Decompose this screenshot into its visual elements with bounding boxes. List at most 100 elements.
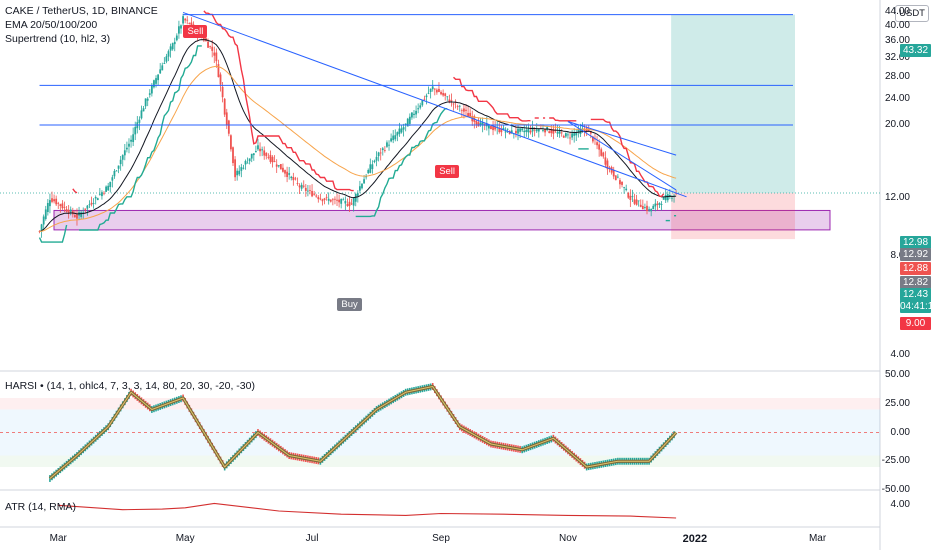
candle-body: [230, 135, 232, 150]
candle-body: [400, 128, 403, 133]
candle-body: [275, 164, 278, 167]
candle-body: [517, 128, 519, 134]
candle-body: [390, 138, 393, 142]
candle-body: [614, 175, 617, 181]
candle-body: [535, 129, 538, 132]
candle-body: [123, 150, 126, 156]
candle-body: [377, 152, 380, 157]
ema-legend[interactable]: EMA 20/50/100/200: [5, 19, 98, 31]
price-tick-label: 44.00: [884, 6, 910, 18]
candle-body: [101, 192, 103, 197]
candle-body: [128, 143, 130, 147]
candle-body: [65, 209, 68, 212]
candle-body: [221, 86, 224, 98]
candle-body: [623, 187, 626, 189]
supertrend-legend[interactable]: Supertrend (10, hl2, 3): [5, 33, 111, 45]
candle-body: [612, 169, 615, 177]
candle-body: [500, 129, 503, 133]
price-badge: 43.32: [900, 44, 931, 57]
candle-body: [406, 118, 409, 127]
candle-body: [627, 192, 630, 198]
candle-body: [398, 128, 401, 134]
candle-body: [639, 204, 642, 207]
price-tick-label: 28.00: [884, 70, 910, 82]
atr-legend[interactable]: ATR (14, RMA): [5, 501, 76, 513]
candle-body: [98, 193, 101, 195]
harsi-tick-label: -25.00: [881, 455, 910, 467]
candle-body: [435, 89, 438, 93]
signal-label[interactable]: Sell: [183, 25, 208, 38]
candle-body: [284, 170, 286, 174]
atr-pane: [58, 502, 677, 519]
ema-20-line: [39, 39, 677, 232]
candle-body: [558, 130, 561, 134]
candle-body: [334, 198, 336, 200]
candle-body: [383, 150, 386, 151]
candle-body: [371, 164, 374, 170]
candle-body: [602, 152, 605, 157]
candle-body: [589, 131, 592, 134]
candle-body: [242, 167, 245, 169]
candle-body: [254, 151, 257, 153]
time-tick-label: Nov: [559, 533, 577, 544]
harsi-legend[interactable]: HARSI • (14, 1, ohlc4, 7, 3, 3, 14, 80, …: [5, 380, 255, 392]
candle-body: [232, 147, 234, 164]
candle-body: [134, 126, 137, 135]
candle-body: [182, 16, 184, 24]
currency-button[interactable]: USDT: [895, 5, 929, 22]
candle-body: [533, 129, 536, 131]
price-badge: 12.43: [900, 288, 931, 301]
supertrend-line: [549, 117, 577, 122]
candle-body: [494, 126, 497, 130]
candle-body: [386, 142, 388, 147]
candle-body: [252, 153, 255, 156]
candle-body: [202, 35, 205, 41]
candle-body: [359, 186, 361, 191]
candle-body: [671, 197, 673, 199]
candle-body: [419, 105, 422, 108]
candle-body: [394, 135, 397, 140]
candle-body: [257, 145, 259, 150]
candle-body: [92, 203, 95, 204]
candle-body: [331, 199, 334, 201]
candle-body: [277, 165, 280, 167]
candle-body: [300, 184, 303, 189]
supertrend-line: [72, 188, 78, 194]
indicator-lines: [38, 10, 677, 243]
candle-body: [604, 157, 607, 165]
price-badge: 9.00: [900, 317, 931, 330]
candle-body: [625, 188, 628, 191]
signal-label[interactable]: Sell: [435, 165, 460, 178]
candle-body: [317, 197, 320, 200]
symbol-title[interactable]: CAKE / TetherUS, 1D, BINANCE: [5, 5, 158, 17]
candle-body: [44, 209, 47, 220]
candle-body: [223, 98, 226, 115]
candle-body: [652, 205, 655, 210]
candle-body: [302, 185, 305, 187]
candle-body: [427, 92, 430, 94]
signal-label[interactable]: Buy: [337, 298, 362, 311]
candle-body: [238, 170, 241, 175]
candle-body: [633, 199, 636, 204]
candle-body: [396, 132, 399, 136]
candle-body: [438, 88, 440, 93]
candle-body: [650, 208, 653, 212]
candle-body: [631, 196, 634, 198]
price-tick-label: 12.00: [884, 192, 910, 204]
candle-body: [492, 126, 494, 131]
candle-body: [475, 120, 478, 125]
candle-body: [381, 148, 384, 151]
candle-body: [648, 208, 650, 210]
candle-body: [354, 193, 357, 202]
candle-body: [373, 160, 376, 162]
candle-body: [596, 142, 598, 146]
candle-body: [567, 134, 569, 136]
candle-body: [616, 176, 619, 178]
price-badge: 12.88: [900, 262, 931, 275]
drawings[interactable]: [39, 11, 793, 198]
candle-body: [527, 128, 530, 133]
candle-body: [402, 127, 405, 130]
candle-body: [350, 203, 353, 205]
candle-body: [554, 130, 557, 132]
